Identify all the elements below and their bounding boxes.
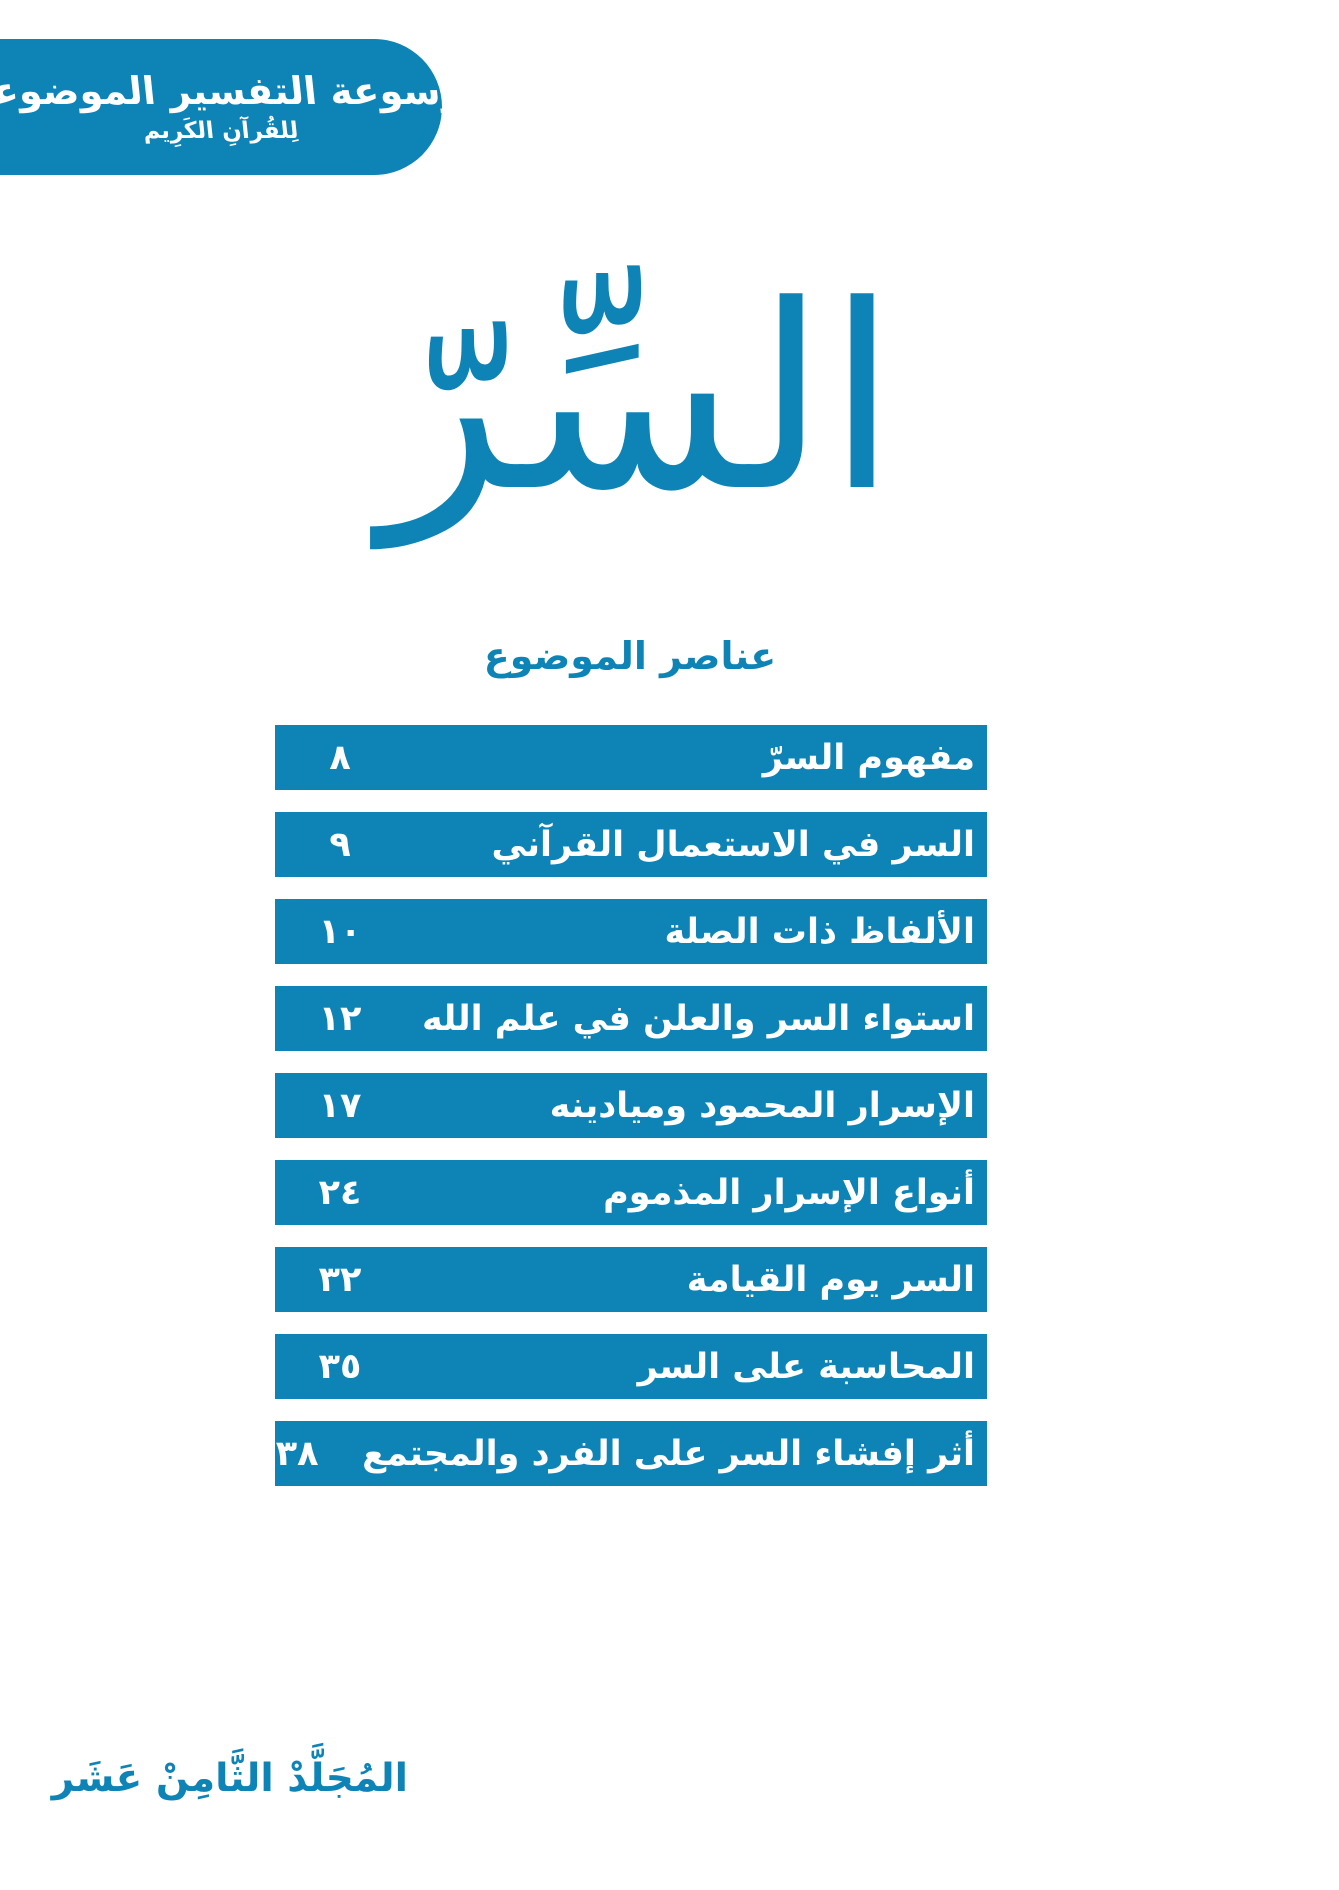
banner-subtitle: لِلقُرآنِ الكَرِيم (141, 117, 301, 144)
toc-item-title: السر يوم القيامة (686, 1259, 975, 1300)
volume-label: المُجَلَّدْ الثَّامِنْ عَشَر (51, 1756, 408, 1801)
encyclopedia-banner: موسوعة التفسير الموضوعي لِلقُرآنِ الكَرِ… (0, 39, 490, 175)
toc-item-title: استواء السر والعلن في علم الله (421, 998, 975, 1039)
toc-item-title: الإسرار المحمود وميادينه (549, 1085, 975, 1126)
toc-item-page-number: ١٢ (318, 998, 362, 1039)
toc-row[interactable]: المحاسبة على السر ٣٥ (275, 1334, 987, 1399)
toc-heading: عناصر الموضوع (483, 634, 777, 678)
toc-list: مفهوم السرّ ٨ السر في الاستعمال القرآني … (275, 725, 987, 1508)
banner-title: موسوعة التفسير الموضوعي (0, 69, 490, 114)
toc-row[interactable]: استواء السر والعلن في علم الله ١٢ (275, 986, 987, 1051)
toc-item-title: الألفاظ ذات الصلة (664, 911, 975, 952)
toc-item-title: أنواع الإسرار المذموم (603, 1172, 975, 1213)
toc-row[interactable]: مفهوم السرّ ٨ (275, 725, 987, 790)
toc-item-title: أثر إفشاء السر على الفرد والمجتمع (362, 1433, 975, 1474)
toc-item-page-number: ٩ (329, 824, 351, 865)
toc-item-page-number: ٢٤ (318, 1172, 362, 1213)
toc-row[interactable]: أنواع الإسرار المذموم ٢٤ (275, 1160, 987, 1225)
toc-item-page-number: ٣٨ (275, 1433, 319, 1474)
toc-row[interactable]: الألفاظ ذات الصلة ١٠ (275, 899, 987, 964)
toc-item-page-number: ١٧ (318, 1085, 362, 1126)
toc-item-page-number: ٣٥ (318, 1346, 362, 1387)
toc-item-title: مفهوم السرّ (762, 737, 975, 778)
page-title-calligraphy: السِّرّ (380, 250, 898, 548)
toc-item-page-number: ٨ (329, 737, 351, 778)
toc-row[interactable]: الإسرار المحمود وميادينه ١٧ (275, 1073, 987, 1138)
toc-item-title: المحاسبة على السر (637, 1346, 975, 1387)
toc-row[interactable]: السر يوم القيامة ٣٢ (275, 1247, 987, 1312)
toc-item-page-number: ١٠ (318, 911, 362, 952)
toc-item-title: السر في الاستعمال القرآني (491, 824, 975, 865)
toc-item-page-number: ٣٢ (318, 1259, 362, 1300)
toc-row[interactable]: أثر إفشاء السر على الفرد والمجتمع ٣٨ (275, 1421, 987, 1486)
toc-row[interactable]: السر في الاستعمال القرآني ٩ (275, 812, 987, 877)
